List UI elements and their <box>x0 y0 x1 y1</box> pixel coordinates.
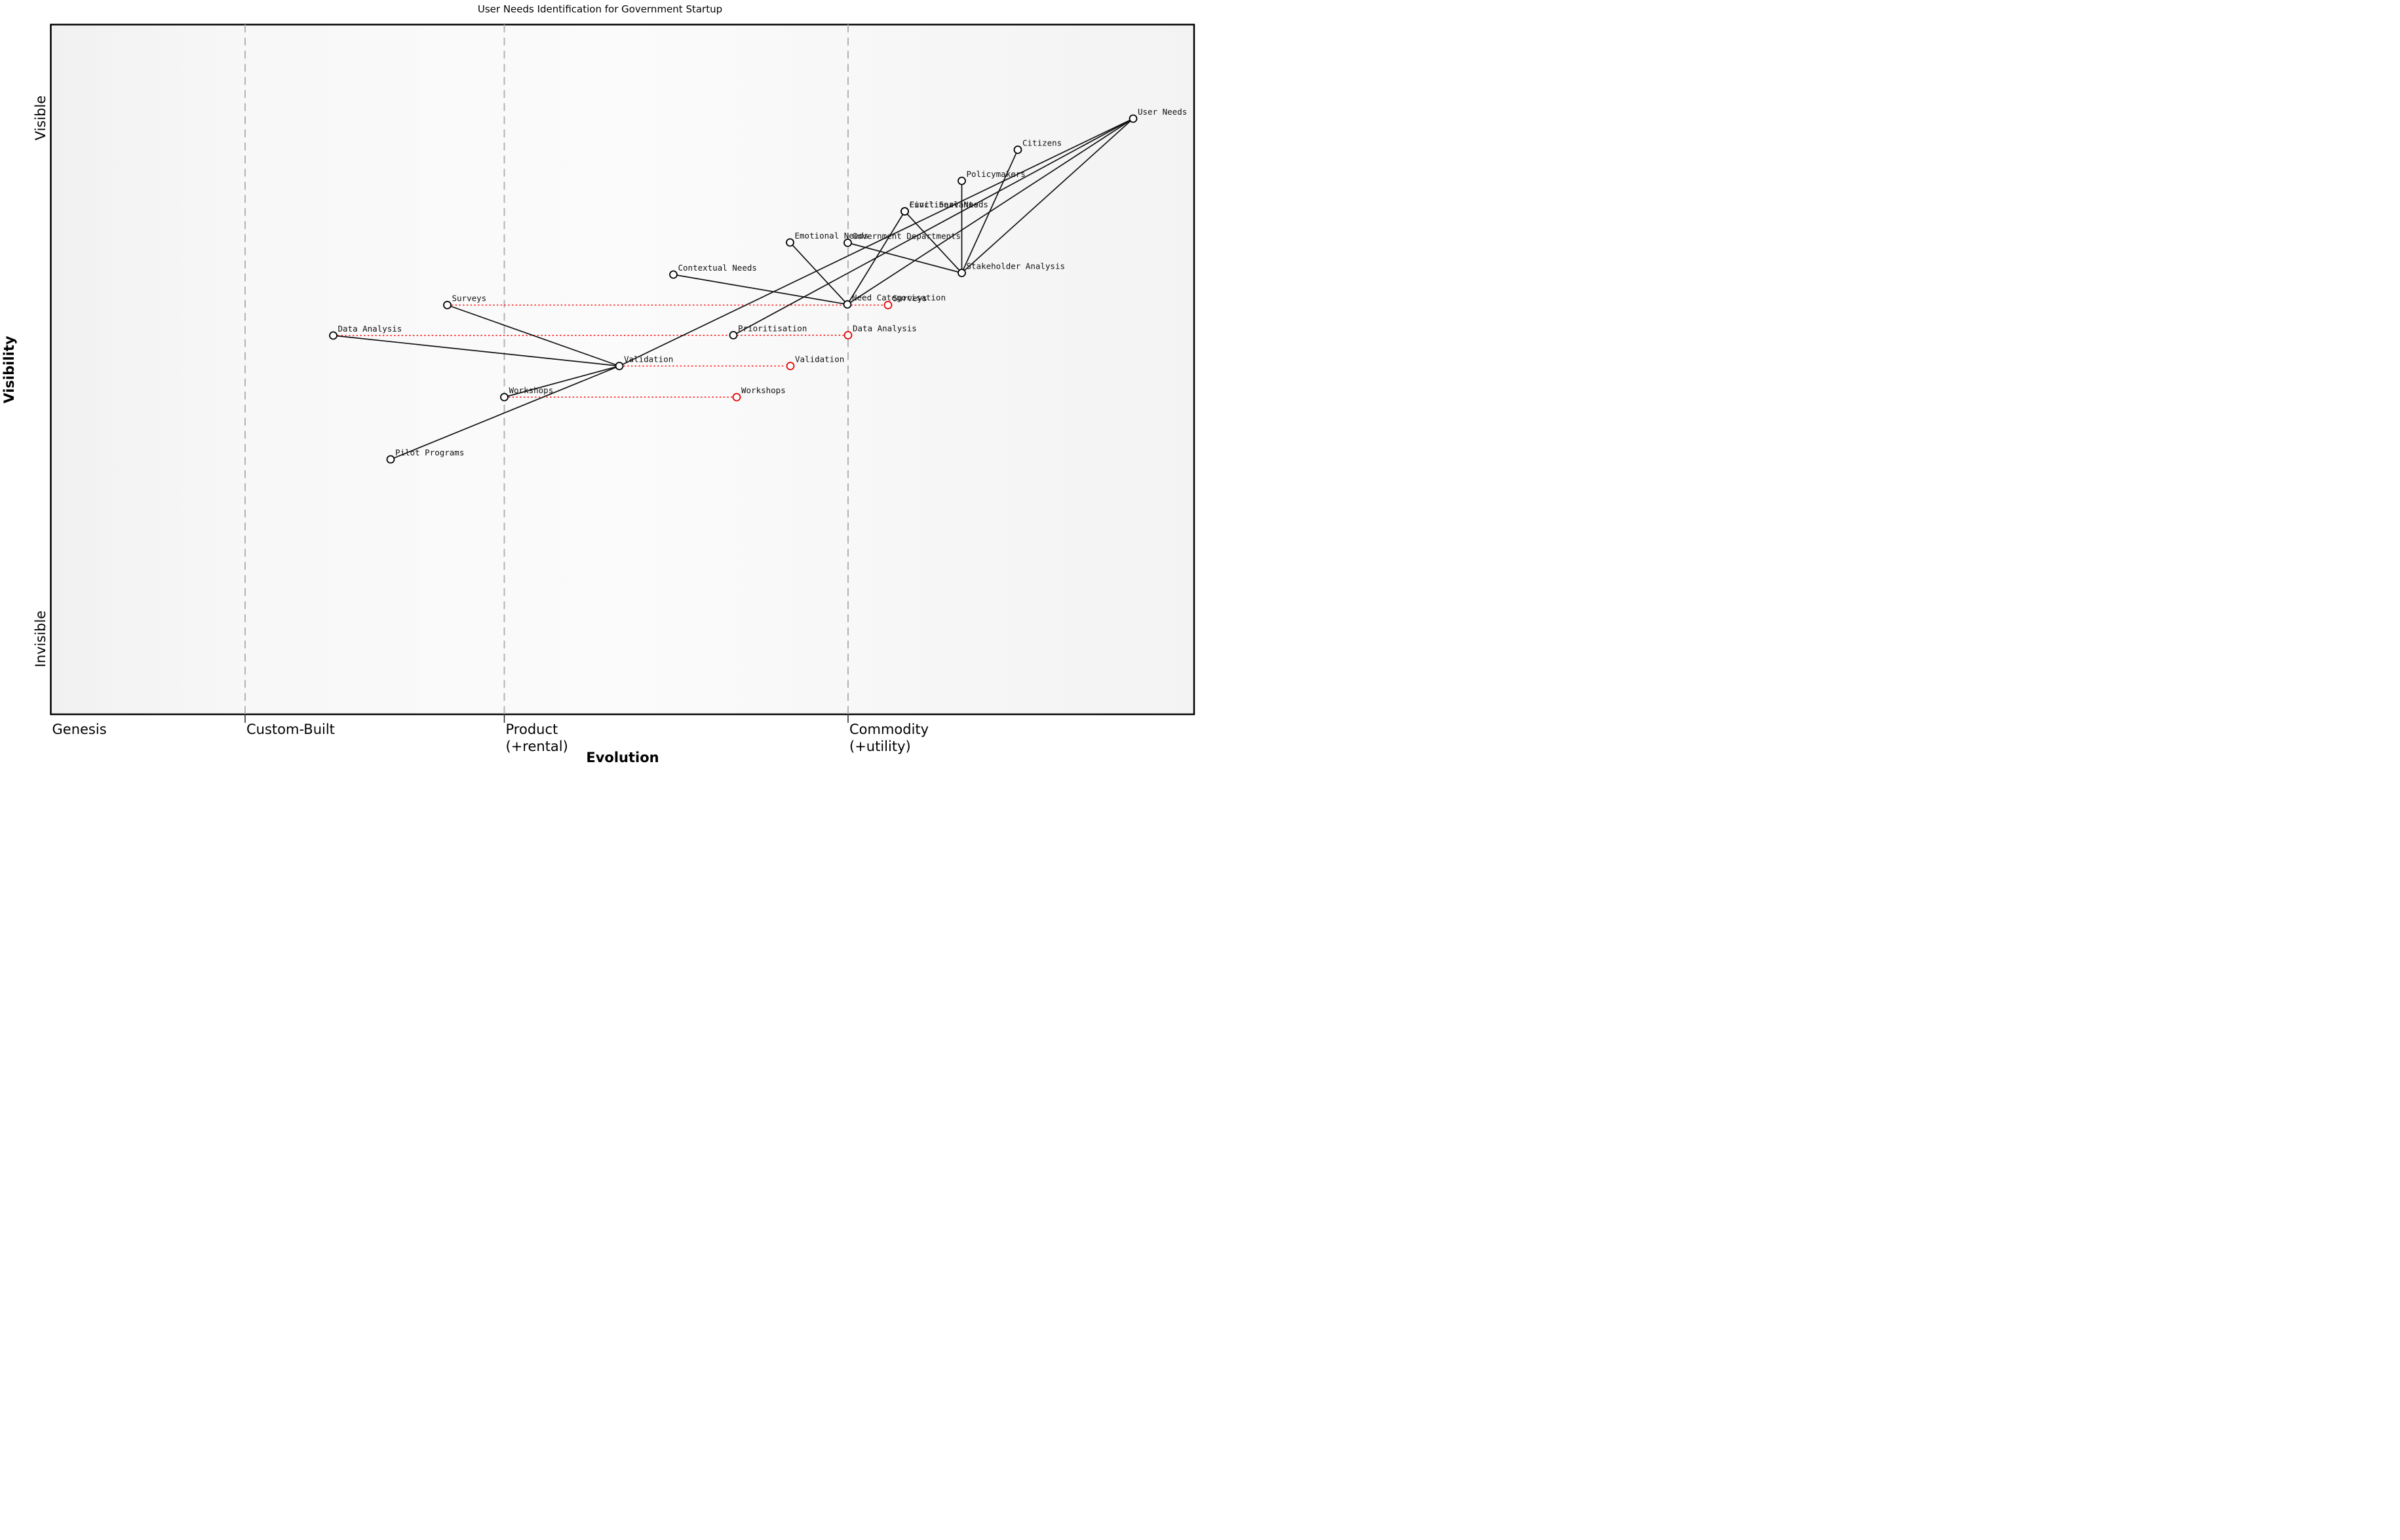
node-citizens <box>1013 145 1022 154</box>
stage-label-commodity: Commodity (+utility) <box>849 721 929 755</box>
stage-label-line1: Genesis <box>52 722 107 737</box>
edge-stakeholder-analysis--user-needs <box>961 118 1134 274</box>
edge-government-departments--stakeholder-analysis <box>847 242 962 274</box>
wardley-map-figure: User Needs Identification for Government… <box>0 0 1200 770</box>
y-tick-visible: Visible <box>33 95 48 141</box>
node-stakeholder-analysis <box>958 269 966 277</box>
node-contextual-needs <box>669 270 678 279</box>
stage-label-line1: Product <box>505 722 558 737</box>
edge-surveys--validation <box>447 304 620 367</box>
edge-pilot-programs--validation <box>390 365 620 460</box>
x-axis-label: Evolution <box>586 750 659 765</box>
stage-label-line2: (+rental) <box>505 739 568 754</box>
node-functional-needs <box>900 207 909 216</box>
node-label-civil-servants: Civil Servants <box>910 200 978 210</box>
node-government-departments <box>843 239 852 247</box>
stage-label-line2: (+utility) <box>849 739 911 754</box>
node-label-user-needs: User Needs <box>1138 107 1187 117</box>
edge-civil-servants--stakeholder-analysis <box>904 210 963 274</box>
node-label-policymakers: Policymakers <box>967 169 1026 179</box>
node-label-functional-needs: Functional Needs <box>910 200 988 210</box>
y-axis-label: Visibility <box>1 336 17 404</box>
stage-label-line1: Commodity <box>849 722 929 737</box>
node-workshops <box>500 393 509 402</box>
evolved-node-label-surveys: Surveys <box>893 294 927 303</box>
node-label-emotional-needs: Emotional Needs <box>795 231 869 241</box>
evolved-node-workshops <box>732 393 741 402</box>
edge-workshops--validation <box>504 365 620 398</box>
node-label-government-departments: Government Departments <box>853 231 961 241</box>
node-label-surveys: Surveys <box>452 294 487 303</box>
node-need-categorisation <box>843 300 852 309</box>
node-pilot-programs <box>386 455 395 464</box>
node-data-analysis <box>329 331 338 340</box>
stage-label-custom-built: Custom-Built <box>246 721 335 738</box>
node-label-validation: Validation <box>624 355 673 364</box>
evolved-node-validation <box>786 362 795 370</box>
node-label-pilot-programs: Pilot Programs <box>395 448 464 457</box>
node-label-prioritisation: Prioritisation <box>738 324 807 334</box>
edge-need-categorisation--user-needs <box>847 118 1134 305</box>
edge-prioritisation--user-needs <box>733 118 1134 336</box>
node-validation <box>615 362 624 370</box>
node-emotional-needs <box>786 238 794 247</box>
evolved-node-label-workshops: Workshops <box>741 385 786 395</box>
evolved-node-data-analysis <box>843 331 853 339</box>
evolved-node-label-data-analysis: Data Analysis <box>853 324 917 334</box>
plot-area <box>50 24 1195 716</box>
edge-data-analysis--validation <box>333 335 620 367</box>
node-prioritisation <box>729 331 738 339</box>
chart-title: User Needs Identification for Government… <box>477 3 723 15</box>
node-label-stakeholder-analysis: Stakeholder Analysis <box>967 261 1066 271</box>
edge-validation--user-needs <box>619 118 1134 367</box>
y-tick-invisible: Invisible <box>33 610 48 668</box>
wardley-map-canvas: Surveys Data Analysis Validation Workshops U… <box>50 24 1195 723</box>
edge-emotional-needs--need-categorisation <box>789 242 848 305</box>
stage-label-product: Product (+rental) <box>506 721 568 755</box>
node-label-workshops: Workshops <box>509 385 554 395</box>
node-surveys <box>443 301 452 309</box>
node-policymakers <box>958 176 966 185</box>
node-user-needs <box>1129 114 1138 123</box>
stage-label-genesis: Genesis <box>52 721 107 738</box>
node-label-citizens: Citizens <box>1022 138 1062 148</box>
edge-contextual-needs--need-categorisation <box>673 274 848 305</box>
evolved-node-surveys <box>883 301 893 309</box>
node-label-data-analysis: Data Analysis <box>338 324 402 334</box>
node-label-need-categorisation: Need Categorisation <box>852 293 946 303</box>
stage-label-line1: Custom-Built <box>246 722 335 737</box>
node-label-contextual-needs: Contextual Needs <box>678 263 757 273</box>
evolved-node-label-validation: Validation <box>795 355 844 364</box>
